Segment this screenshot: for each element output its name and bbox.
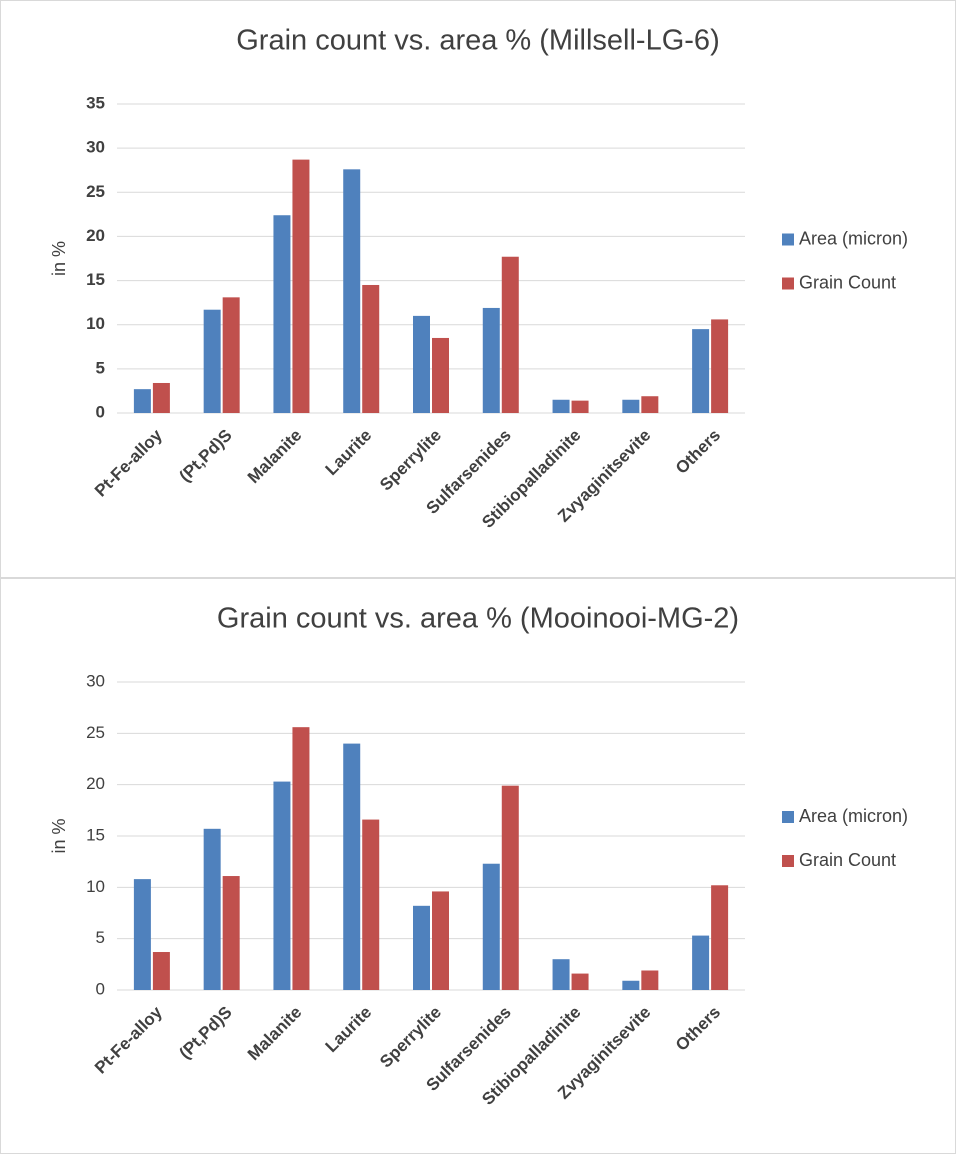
bar: [152, 382, 170, 413]
y-tick-label: 10: [86, 877, 105, 896]
bar: [133, 879, 151, 990]
y-tick-label: 30: [86, 671, 105, 690]
chart-title: Grain count vs. area % (Mooinooi-MG-2): [217, 603, 739, 635]
bar: [711, 319, 729, 413]
y-tick-label: 15: [86, 825, 105, 844]
bar: [343, 169, 361, 413]
legend-swatch: [782, 233, 794, 246]
bar: [273, 215, 291, 413]
bar: [622, 980, 640, 990]
bar: [133, 389, 151, 413]
y-tick-label: 35: [86, 93, 105, 112]
bar: [413, 315, 430, 413]
y-tick-label: 10: [86, 314, 105, 333]
y-tick-label: 0: [96, 979, 105, 998]
bar: [622, 399, 640, 413]
y-tick-label: 5: [96, 358, 105, 377]
bar: [413, 905, 430, 990]
chart-frame: [0, 0, 956, 578]
bar: [432, 891, 449, 990]
legend-label: Area (micron): [799, 806, 908, 826]
bar: [273, 781, 291, 990]
bar: [641, 396, 659, 413]
y-tick-label: 5: [96, 928, 105, 947]
bar: [552, 959, 570, 990]
chart-title: Grain count vs. area % (Millsell-LG-6): [236, 25, 719, 57]
legend-swatch: [782, 277, 794, 290]
legend-label: Grain Count: [799, 272, 896, 292]
y-tick-label: 25: [86, 182, 105, 201]
bar: [152, 952, 170, 990]
bar: [432, 337, 449, 413]
y-tick-label: 30: [86, 138, 105, 157]
bar: [292, 159, 310, 413]
bar: [362, 284, 380, 413]
legend-swatch: [782, 811, 794, 823]
y-axis-label: in %: [49, 818, 69, 853]
legend-label: Grain Count: [799, 850, 896, 870]
bar: [552, 399, 570, 413]
bar: [482, 307, 500, 413]
legend-swatch: [782, 855, 794, 867]
bar: [362, 819, 380, 990]
y-axis-label: in %: [49, 241, 69, 276]
bar: [222, 876, 240, 990]
bar: [501, 256, 519, 413]
bar: [343, 743, 361, 990]
bar: [641, 970, 659, 990]
y-tick-label: 20: [86, 774, 105, 793]
bar: [203, 309, 221, 413]
y-tick-label: 0: [96, 402, 105, 421]
bar: [203, 828, 221, 990]
legend-label: Area (micron): [799, 228, 908, 248]
bar: [711, 885, 729, 990]
bar: [482, 863, 500, 990]
y-tick-label: 15: [86, 270, 105, 289]
y-tick-label: 20: [86, 226, 105, 245]
bar: [571, 973, 589, 990]
bar: [222, 297, 240, 413]
bar: [292, 727, 310, 990]
bar: [692, 935, 710, 990]
bar: [692, 329, 710, 413]
bar: [501, 785, 519, 990]
y-tick-label: 25: [86, 723, 105, 742]
bar: [571, 400, 589, 413]
chart-frame: [0, 578, 956, 1154]
